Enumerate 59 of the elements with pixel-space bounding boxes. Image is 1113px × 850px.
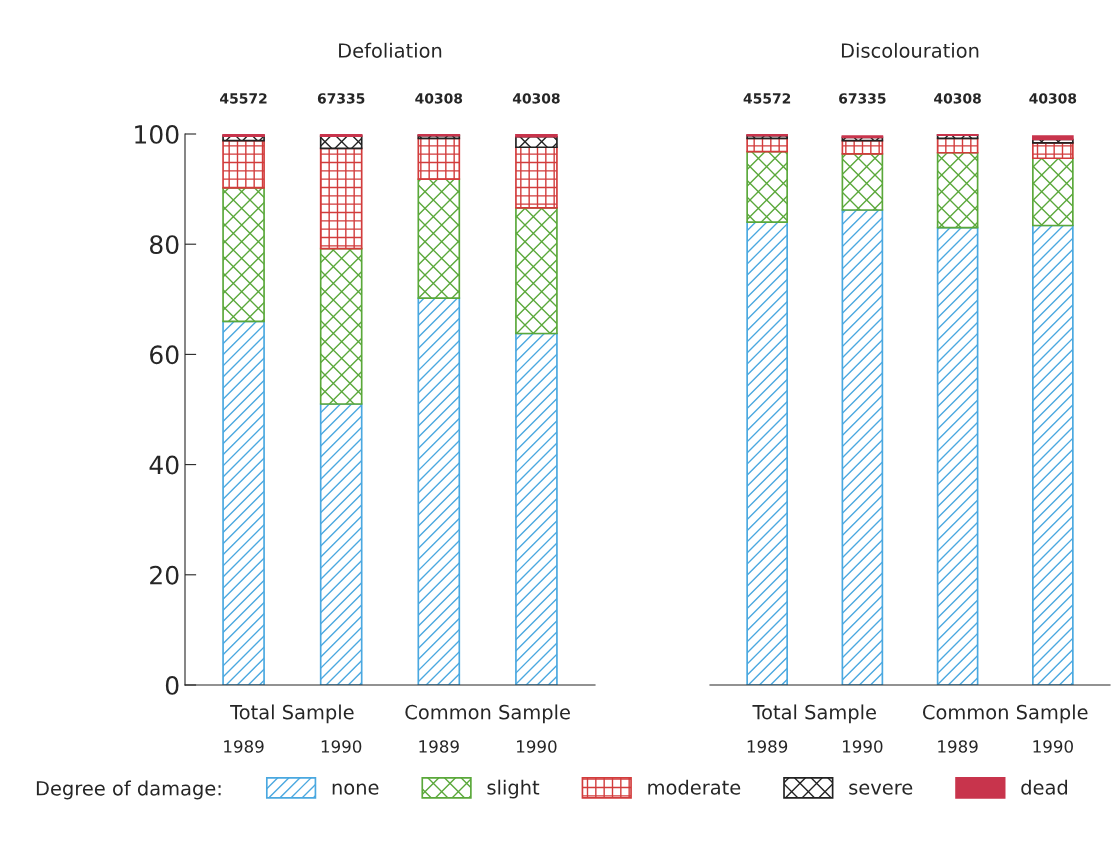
bar xyxy=(515,146,558,209)
bar xyxy=(417,297,461,685)
y-tick-label: 40 xyxy=(149,455,179,475)
text: Total Sample xyxy=(752,704,876,724)
bar xyxy=(841,209,884,685)
y-tick-label: 0 xyxy=(165,675,179,695)
bar xyxy=(841,153,884,211)
text: Total Sample xyxy=(230,704,354,724)
text: 40308 xyxy=(512,93,560,104)
bar xyxy=(222,187,265,323)
bar xyxy=(515,206,558,335)
y-tick-label: 20 xyxy=(150,565,179,585)
x-tick-label: 1989 xyxy=(224,740,264,753)
text: Common Sample xyxy=(923,704,1088,724)
bar xyxy=(319,147,363,250)
x-tick-label: 1989 xyxy=(938,740,978,753)
legend-label: moderate xyxy=(648,779,741,795)
legend-label: severe xyxy=(849,783,913,795)
bar xyxy=(222,320,265,685)
x-tick-label: 1989 xyxy=(747,740,788,753)
bar xyxy=(746,150,788,223)
text: 45572 xyxy=(220,93,267,104)
bar xyxy=(222,134,265,138)
bar xyxy=(319,247,363,405)
bar xyxy=(1032,157,1074,227)
x-tick-label: 1989 xyxy=(419,740,459,753)
bar xyxy=(417,178,461,300)
legend-title: Degree of damage: xyxy=(36,780,221,800)
legend-label: dead xyxy=(1021,779,1068,795)
bar xyxy=(319,403,363,685)
bar xyxy=(746,221,788,685)
x-tick-label: 1990 xyxy=(843,740,883,753)
text: 67335 xyxy=(839,93,886,104)
y-tick-label: 100 xyxy=(135,124,179,144)
text: 40308 xyxy=(1029,93,1077,104)
x-tick-label: 1990 xyxy=(1033,740,1073,753)
x-tick-label: 1990 xyxy=(321,740,362,753)
bar xyxy=(417,137,461,181)
bar xyxy=(515,332,558,685)
legend-label: slight xyxy=(487,779,540,799)
chart-title: Discolouration xyxy=(841,42,979,58)
legend-label: none xyxy=(332,783,379,795)
bar xyxy=(1032,224,1074,685)
text: 67335 xyxy=(317,93,365,104)
bar xyxy=(515,134,558,138)
text: 40308 xyxy=(934,93,981,104)
bar xyxy=(936,226,979,685)
bar xyxy=(841,139,884,155)
bar xyxy=(936,151,979,229)
bar xyxy=(319,134,363,138)
text: Common Sample xyxy=(405,704,570,724)
text: 45572 xyxy=(743,93,791,104)
y-tick-label: 60 xyxy=(150,345,179,365)
chart-title: Defoliation xyxy=(339,42,442,58)
text: 40308 xyxy=(415,93,463,104)
bar xyxy=(222,139,265,189)
y-tick-label: 80 xyxy=(150,235,179,255)
x-tick-label: 1990 xyxy=(517,740,557,753)
bar xyxy=(936,137,979,154)
